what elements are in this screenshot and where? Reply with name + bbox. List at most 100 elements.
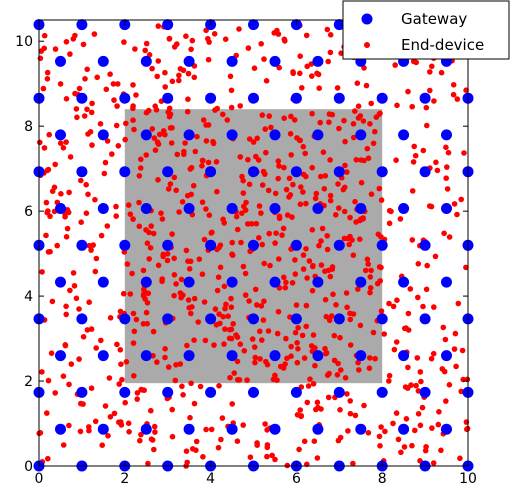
end-device-point	[205, 159, 212, 166]
end-device-point	[225, 313, 231, 320]
end-device-point	[259, 182, 266, 188]
gateway-point	[376, 166, 388, 178]
end-device-point	[458, 196, 465, 203]
end-device-point	[366, 365, 373, 372]
end-device-point	[91, 31, 98, 37]
gateway-point	[55, 203, 66, 214]
end-device-point	[54, 242, 60, 249]
end-device-point	[307, 376, 313, 383]
end-device-point	[247, 454, 254, 461]
gateway-point	[419, 386, 431, 398]
end-device-point	[224, 117, 231, 123]
end-device-point	[281, 274, 287, 281]
end-device-point	[365, 155, 372, 161]
gateway-point	[97, 423, 109, 435]
end-device-point	[286, 194, 292, 200]
end-device-point	[57, 81, 64, 87]
end-device-point	[323, 313, 330, 320]
gateway-point	[55, 276, 66, 288]
gateway-point	[355, 203, 367, 214]
gateway-point	[226, 423, 238, 435]
end-device-point	[382, 428, 388, 435]
end-device-point	[294, 359, 301, 366]
end-device-point	[361, 402, 367, 409]
end-device-point	[276, 256, 282, 262]
end-device-point	[63, 139, 69, 145]
end-device-point	[350, 121, 357, 127]
end-device-point	[419, 404, 426, 411]
end-device-point	[432, 253, 439, 260]
end-device-point	[84, 66, 90, 73]
end-device-point	[104, 223, 111, 229]
end-device-point	[360, 118, 367, 124]
end-device-point	[216, 383, 222, 389]
end-device-point	[249, 336, 256, 342]
gateway-point	[119, 239, 131, 251]
end-device-point	[237, 341, 244, 348]
end-device-point	[169, 433, 176, 440]
end-device-point	[268, 124, 274, 131]
end-device-point	[315, 71, 322, 78]
end-device-point	[265, 328, 272, 334]
end-device-point	[258, 210, 264, 216]
end-device-point	[309, 110, 315, 117]
end-device-point	[221, 220, 227, 226]
end-device-point	[407, 286, 414, 292]
end-device-point	[367, 274, 374, 280]
gateway-point	[183, 423, 195, 435]
end-device-point	[188, 310, 194, 317]
end-device-point	[140, 293, 147, 299]
gateway-point	[76, 92, 88, 104]
end-device-point	[185, 70, 192, 77]
end-device-point	[105, 433, 111, 439]
end-device-point	[297, 407, 304, 413]
x-tick-label: 8	[378, 471, 387, 487]
end-device-point	[436, 409, 442, 415]
end-device-point	[277, 363, 284, 370]
end-device-point	[99, 442, 105, 449]
end-device-point	[85, 191, 91, 198]
end-device-point	[349, 237, 355, 243]
gateway-point	[355, 276, 367, 288]
end-device-point	[297, 53, 304, 59]
end-device-point	[423, 104, 430, 111]
gateway-point	[441, 203, 452, 214]
end-device-point	[66, 422, 72, 429]
gateway-point	[183, 203, 195, 214]
end-device-point	[244, 377, 250, 383]
end-device-point	[424, 262, 431, 269]
end-device-point	[395, 436, 402, 443]
end-device-point	[44, 76, 51, 82]
end-device-point	[208, 426, 215, 433]
gateway-point	[376, 386, 388, 398]
end-device-point	[167, 181, 174, 187]
end-device-point	[200, 454, 206, 460]
end-device-point	[189, 37, 196, 44]
legend: Gateway End-device	[342, 0, 510, 60]
end-device-point	[179, 383, 185, 390]
end-device-point	[323, 350, 330, 356]
gateway-point	[398, 350, 410, 362]
end-device-point	[283, 186, 290, 193]
end-device-point	[239, 210, 245, 216]
end-device-point	[37, 55, 44, 62]
end-device-point	[412, 427, 418, 434]
end-device-point	[444, 164, 450, 170]
end-device-point	[304, 275, 310, 281]
end-device-point	[367, 355, 373, 361]
y-axis: 0 2 4 6 8 10	[15, 34, 468, 475]
end-device-point	[445, 149, 452, 156]
end-device-point	[205, 35, 211, 42]
end-device-point	[327, 157, 333, 163]
end-device-point	[241, 203, 247, 210]
end-device-point	[183, 247, 190, 254]
end-device-point	[126, 429, 132, 435]
end-device-point	[290, 69, 296, 75]
end-device-point	[275, 175, 282, 182]
end-device-point	[350, 460, 356, 467]
end-device-point	[431, 98, 437, 104]
end-device-point	[299, 332, 306, 339]
end-device-point	[254, 442, 260, 449]
end-device-point	[103, 86, 110, 93]
